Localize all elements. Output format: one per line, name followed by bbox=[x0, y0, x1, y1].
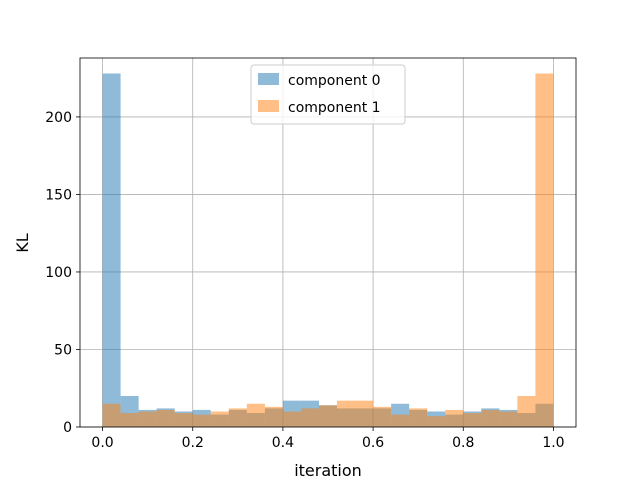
legend-label-component-0: component 0 bbox=[288, 73, 381, 89]
bar-component-1 bbox=[264, 406, 283, 427]
bar-component-1 bbox=[300, 408, 319, 427]
x-axis-title: iteration bbox=[294, 461, 362, 480]
legend-frame bbox=[250, 64, 406, 125]
bar-component-1 bbox=[246, 403, 265, 427]
bar-component-1 bbox=[318, 405, 338, 427]
y-tick-label: 0 bbox=[63, 420, 72, 436]
bar-component-1 bbox=[192, 414, 211, 427]
y-tick-label: 100 bbox=[45, 265, 72, 281]
bar-component-1 bbox=[210, 411, 229, 427]
bar-component-1 bbox=[120, 413, 139, 427]
x-tick-label: 0.4 bbox=[272, 435, 294, 451]
ticks-layer: 0.0 0.2 0.4 0.6 0.8 1.0 0 50 100 150 200 bbox=[45, 110, 564, 451]
bar-component-1 bbox=[174, 413, 193, 427]
x-tick-label: 1.0 bbox=[542, 435, 564, 451]
bar-component-0 bbox=[102, 73, 121, 427]
bar-component-1 bbox=[535, 73, 554, 427]
y-tick-label: 200 bbox=[45, 110, 72, 126]
bar-component-1 bbox=[409, 408, 428, 427]
legend-swatch-component-1 bbox=[258, 100, 279, 112]
bar-component-1 bbox=[481, 409, 500, 427]
bar-component-1 bbox=[282, 411, 301, 427]
bar-component-1 bbox=[445, 409, 464, 427]
bar-component-1 bbox=[138, 411, 157, 427]
bar-component-1 bbox=[499, 411, 518, 427]
y-tick-label: 150 bbox=[45, 187, 72, 203]
bars-layer bbox=[102, 73, 554, 427]
bar-component-1 bbox=[427, 416, 446, 427]
x-tick-label: 0.0 bbox=[91, 435, 113, 451]
bar-component-1 bbox=[391, 414, 410, 427]
bar-component-1 bbox=[102, 403, 121, 427]
y-tick-label: 50 bbox=[54, 342, 72, 358]
x-tick-label: 0.8 bbox=[452, 435, 474, 451]
legend-label-component-1: component 1 bbox=[288, 100, 381, 116]
bar-component-1 bbox=[156, 409, 175, 427]
plot-frame bbox=[79, 57, 577, 428]
bar-component-1 bbox=[463, 413, 482, 427]
legend: component 0 component 1 bbox=[250, 64, 406, 125]
legend-swatch-component-0 bbox=[258, 73, 279, 85]
bar-component-1 bbox=[355, 400, 374, 427]
x-tick-label: 0.2 bbox=[182, 435, 204, 451]
bar-component-1 bbox=[517, 395, 536, 427]
y-axis-title: KL bbox=[13, 233, 32, 252]
bar-component-1 bbox=[337, 400, 356, 427]
x-tick-label: 0.6 bbox=[362, 435, 384, 451]
bar-component-1 bbox=[373, 406, 392, 427]
bar-component-1 bbox=[228, 408, 247, 427]
